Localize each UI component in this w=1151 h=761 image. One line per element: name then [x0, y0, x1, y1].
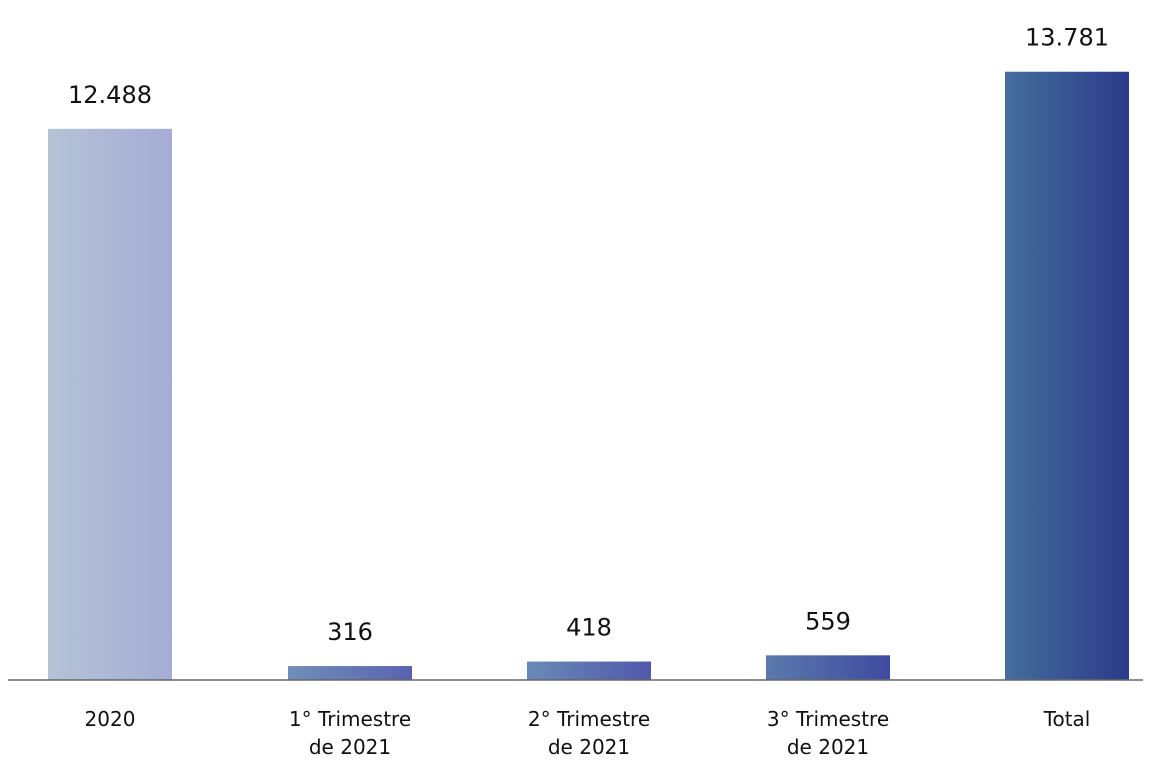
category-label-line: 2° Trimestre	[528, 707, 650, 731]
data-label-4: 13.781	[1025, 24, 1109, 52]
bar-2	[527, 661, 651, 680]
category-label-2: 2° Trimestre de 2021	[528, 707, 650, 759]
category-label-3: 3° Trimestre de 2021	[767, 707, 889, 759]
bar-4	[1005, 71, 1129, 681]
category-label-line: 3° Trimestre	[767, 707, 889, 731]
bars-layer	[48, 71, 1129, 681]
category-label-line: 1° Trimestre	[289, 707, 411, 731]
bar-3	[766, 655, 890, 680]
category-label-0: 2020	[85, 707, 136, 731]
category-label-line: Total	[1043, 707, 1091, 731]
bar-1	[288, 666, 412, 680]
data-label-0: 12.488	[68, 81, 152, 109]
data-label-3: 559	[805, 607, 851, 635]
labels-layer: 12.488 2020 316 1° Trimestre de 2021 418 2° Tr…	[68, 24, 1109, 759]
category-label-line: de 2021	[309, 735, 391, 759]
data-label-1: 316	[327, 618, 373, 646]
bar-0	[48, 128, 172, 680]
category-label-4: Total	[1043, 707, 1091, 731]
category-label-line: 2020	[85, 707, 136, 731]
category-label-line: de 2021	[548, 735, 630, 759]
category-label-line: de 2021	[787, 735, 869, 759]
category-label-1: 1° Trimestre de 2021	[289, 707, 411, 759]
data-label-2: 418	[566, 614, 612, 642]
